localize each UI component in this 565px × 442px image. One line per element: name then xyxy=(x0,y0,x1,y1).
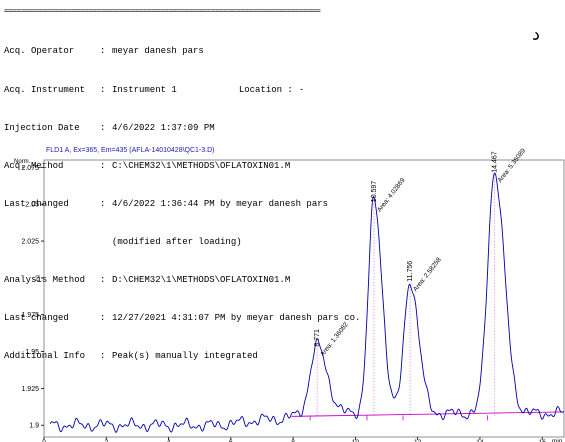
x-tick-label: 14 xyxy=(476,439,484,442)
peak-retention-time-label: 11.756 xyxy=(407,261,414,282)
header-row-operator: Acq. Operator: meyar danesh pars xyxy=(4,45,360,58)
header-label: Injection Date xyxy=(4,122,80,133)
header-row-last-changed-2: Last changed:12/27/2021 4:31:07 PM by me… xyxy=(4,312,360,325)
header-colon: : xyxy=(100,122,106,133)
y-tick-label: 2.025 xyxy=(21,239,39,246)
location-value: - xyxy=(298,84,305,95)
header-row-last-changed: Last changed:4/6/2022 1:36:44 PM by meya… xyxy=(4,198,360,211)
y-tick-label: 2.075 xyxy=(21,165,39,172)
header-row-instrument: Acq. Instrument: Instrument 1 Location :- xyxy=(4,84,360,97)
peak-area-label: Area: 1.36082 xyxy=(319,321,350,358)
y-tick-label: 1.9 xyxy=(29,423,39,430)
x-tick-label: 2 xyxy=(104,439,108,442)
header-separator: ========================================… xyxy=(4,6,321,15)
peak-retention-time-label: 10.597 xyxy=(371,181,378,203)
header-label: Additional Info xyxy=(4,351,86,362)
header-value: 12/27/2021 4:31:07 PM by meyar danesh pa… xyxy=(112,313,361,324)
y-axis-label: Norm. xyxy=(14,159,31,165)
peak-retention-time-label: 14.467 xyxy=(491,151,498,173)
header-row-additional-info: Additional Info: Peak(s) manually integra… xyxy=(4,350,360,363)
x-tick-label: 6 xyxy=(229,439,233,442)
location-label: Location : xyxy=(238,84,293,95)
plot-frame xyxy=(43,159,565,438)
header-colon: : xyxy=(100,84,106,95)
y-tick-label: 1.95 xyxy=(25,349,39,356)
header-value: Peak(s) manually integrated xyxy=(112,351,258,362)
header-label: Last changed xyxy=(4,198,69,209)
x-tick-label: 8 xyxy=(291,439,295,442)
header-value: D:\CHEM32\1\METHODS\OFLATOXIN01.M xyxy=(112,274,291,285)
peak-retention-time-label: 8.771 xyxy=(314,329,321,347)
report-header: Acq. Operator: meyar danesh pars Acq. Ins… xyxy=(4,20,360,376)
header-colon: : xyxy=(100,351,106,362)
header-colon: : xyxy=(100,160,106,171)
peak-area-label: Area: 5.35089 xyxy=(497,147,528,184)
header-colon: : xyxy=(100,313,106,324)
x-tick-label: 12 xyxy=(414,439,422,442)
y-tick-label: 1.925 xyxy=(21,386,39,393)
header-row-modified: (modified after loading) xyxy=(4,236,360,249)
y-tick-label: 2.05 xyxy=(25,202,39,209)
header-label: Acq. Instrument xyxy=(4,84,86,95)
x-tick-label: 16 xyxy=(539,439,547,442)
header-row-injection-date: Injection Date:4/6/2022 1:37:09 PM xyxy=(4,122,360,135)
handwritten-margin-mark: د xyxy=(532,24,541,45)
chart-title: FLD1 A, Ex=365, Em=435 (AFLA-14010428\QC… xyxy=(46,147,214,154)
y-tick-label: 2 xyxy=(35,275,39,282)
header-label: Acq. Operator xyxy=(4,46,75,57)
y-tick-label: 1.975 xyxy=(21,312,39,319)
x-tick-label: 10 xyxy=(352,439,360,442)
header-colon: : xyxy=(100,46,106,57)
peak-area-label: Area: 4.02869 xyxy=(376,177,407,214)
signal-trace xyxy=(49,172,565,433)
x-axis-label: min xyxy=(552,438,563,442)
header-value: meyar danesh pars xyxy=(112,46,204,57)
header-value: C:\CHEM32\1\METHODS\OFLATOXIN01.M xyxy=(112,160,291,171)
header-label: Acq. Method xyxy=(4,160,64,171)
header-value: 4/6/2022 1:36:44 PM by meyar danesh pars xyxy=(112,198,329,209)
header-row-analysis-method: Analysis Method: D:\CHEM32\1\METHODS\OFLA… xyxy=(4,274,360,287)
header-value: 4/6/2022 1:37:09 PM xyxy=(112,122,215,133)
header-label: Analysis Method xyxy=(4,274,86,285)
integration-baseline xyxy=(291,411,565,417)
header-value: (modified after loading) xyxy=(112,236,242,247)
header-row-acq-method: Acq. Method: C:\CHEM32\1\METHODS\OFLATOXI… xyxy=(4,160,360,173)
header-colon: : xyxy=(100,274,106,285)
x-tick-label: 4 xyxy=(167,439,171,442)
header-colon: : xyxy=(100,198,106,209)
header-label: Last changed xyxy=(4,313,69,324)
x-tick-label: 0 xyxy=(42,439,46,442)
header-value: Instrument 1 xyxy=(112,84,177,95)
peak-area-label: Area: 2.58258 xyxy=(412,256,443,293)
